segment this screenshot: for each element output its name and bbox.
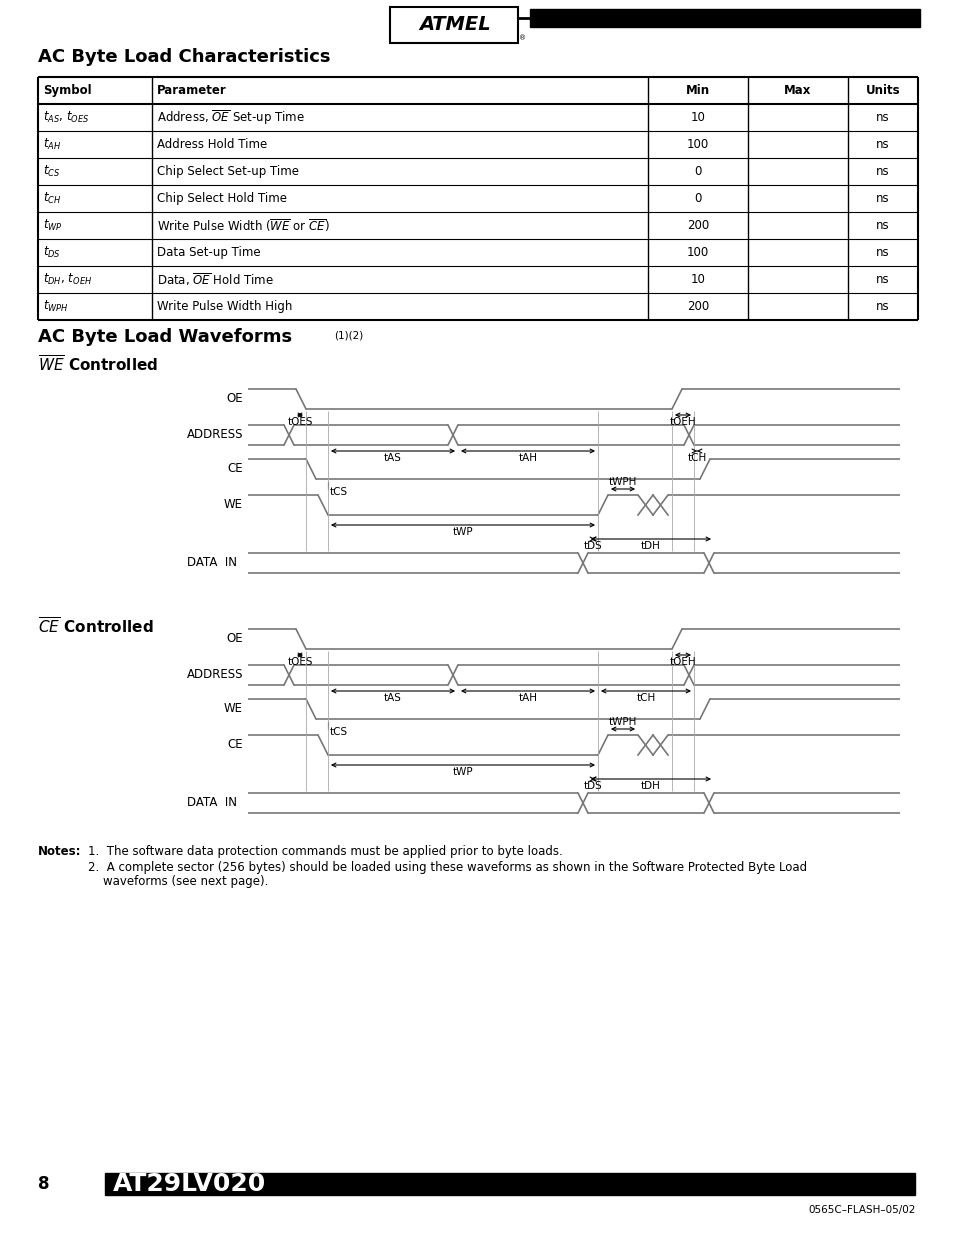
Text: tOES: tOES (287, 657, 313, 667)
Text: tWP: tWP (453, 767, 473, 777)
Text: ADDRESS: ADDRESS (186, 429, 243, 441)
Text: Symbol: Symbol (43, 84, 91, 98)
Text: AT29LV020: AT29LV020 (112, 1172, 266, 1195)
Text: CE: CE (227, 739, 243, 752)
Text: Chip Select Set-up Time: Chip Select Set-up Time (157, 165, 298, 178)
Text: tDH: tDH (640, 781, 660, 790)
Text: tWPH: tWPH (608, 718, 637, 727)
Text: ns: ns (875, 300, 889, 312)
Text: Address Hold Time: Address Hold Time (157, 138, 267, 151)
Text: 0: 0 (694, 191, 701, 205)
Text: ns: ns (875, 273, 889, 287)
Text: Chip Select Hold Time: Chip Select Hold Time (157, 191, 287, 205)
Text: WE: WE (224, 499, 243, 511)
Text: Min: Min (685, 84, 709, 98)
Text: WE: WE (224, 703, 243, 715)
Text: tOES: tOES (287, 417, 313, 427)
Text: ns: ns (875, 138, 889, 151)
Text: OE: OE (226, 393, 243, 405)
Text: $t_{AS}$, $t_{OES}$: $t_{AS}$, $t_{OES}$ (43, 110, 90, 125)
Text: tWPH: tWPH (608, 477, 637, 487)
Text: 1.  The software data protection commands must be applied prior to byte loads.: 1. The software data protection commands… (88, 845, 562, 858)
Text: Data, $\overline{OE}$ Hold Time: Data, $\overline{OE}$ Hold Time (157, 270, 274, 288)
Text: Write Pulse Width High: Write Pulse Width High (157, 300, 292, 312)
Text: tCH: tCH (636, 693, 655, 703)
Text: tOEH: tOEH (669, 657, 696, 667)
Text: AC Byte Load Characteristics: AC Byte Load Characteristics (38, 48, 330, 65)
Text: tDS: tDS (583, 541, 601, 551)
Text: Max: Max (783, 84, 811, 98)
Text: OE: OE (226, 632, 243, 646)
Text: tCS: tCS (330, 727, 348, 737)
Text: ATMEL: ATMEL (418, 16, 490, 35)
Text: 200: 200 (686, 300, 708, 312)
Bar (105, 1173, 914, 1195)
Text: Data Set-up Time: Data Set-up Time (157, 246, 260, 259)
Text: 10: 10 (690, 111, 704, 124)
Text: DATA  IN: DATA IN (187, 797, 236, 809)
Text: $t_{WP}$: $t_{WP}$ (43, 217, 63, 233)
Bar (530, 9, 919, 27)
Text: DATA  IN: DATA IN (187, 557, 236, 569)
Text: (1)(2): (1)(2) (334, 330, 363, 340)
Text: AC Byte Load Waveforms: AC Byte Load Waveforms (38, 329, 292, 346)
Text: Address, $\overline{OE}$ Set-up Time: Address, $\overline{OE}$ Set-up Time (157, 107, 305, 127)
Text: tAS: tAS (384, 453, 401, 463)
Text: 8: 8 (38, 1174, 50, 1193)
Text: ns: ns (875, 191, 889, 205)
Text: Units: Units (864, 84, 900, 98)
Text: tDH: tDH (640, 541, 660, 551)
Text: tDS: tDS (583, 781, 601, 790)
Bar (390, 7, 517, 43)
Text: waveforms (see next page).: waveforms (see next page). (103, 876, 268, 888)
Text: 200: 200 (686, 219, 708, 232)
Text: CE: CE (227, 462, 243, 475)
Text: tWP: tWP (453, 527, 473, 537)
Text: Parameter: Parameter (157, 84, 227, 98)
Text: $\overline{WE}$ Controlled: $\overline{WE}$ Controlled (38, 354, 158, 375)
Text: $t_{CS}$: $t_{CS}$ (43, 164, 60, 179)
Text: $t_{AH}$: $t_{AH}$ (43, 137, 61, 152)
Text: 10: 10 (690, 273, 704, 287)
Text: tCS: tCS (330, 487, 348, 496)
Text: 2.  A complete sector (256 bytes) should be loaded using these waveforms as show: 2. A complete sector (256 bytes) should … (88, 861, 806, 874)
Text: $t_{DS}$: $t_{DS}$ (43, 245, 61, 261)
Text: $t_{WPH}$: $t_{WPH}$ (43, 299, 69, 314)
Text: 100: 100 (686, 138, 708, 151)
Text: tOEH: tOEH (669, 417, 696, 427)
Text: ns: ns (875, 111, 889, 124)
Text: tAH: tAH (518, 453, 537, 463)
Text: Notes:: Notes: (38, 845, 81, 858)
Text: $\overline{CE}$ Controlled: $\overline{CE}$ Controlled (38, 618, 153, 637)
Text: tAH: tAH (518, 693, 537, 703)
Text: $t_{CH}$: $t_{CH}$ (43, 191, 61, 206)
Text: ®: ® (518, 35, 526, 41)
Text: ns: ns (875, 246, 889, 259)
Text: 100: 100 (686, 246, 708, 259)
Text: 0565C–FLASH–05/02: 0565C–FLASH–05/02 (808, 1205, 915, 1215)
Text: tAS: tAS (384, 693, 401, 703)
Text: 0: 0 (694, 165, 701, 178)
Text: ADDRESS: ADDRESS (186, 668, 243, 682)
Text: Write Pulse Width ($\overline{WE}$ or $\overline{CE}$): Write Pulse Width ($\overline{WE}$ or $\… (157, 217, 330, 233)
Text: $t_{DH}$, $t_{OEH}$: $t_{DH}$, $t_{OEH}$ (43, 272, 92, 287)
Text: ns: ns (875, 219, 889, 232)
Text: tCH: tCH (687, 453, 706, 463)
Text: ns: ns (875, 165, 889, 178)
